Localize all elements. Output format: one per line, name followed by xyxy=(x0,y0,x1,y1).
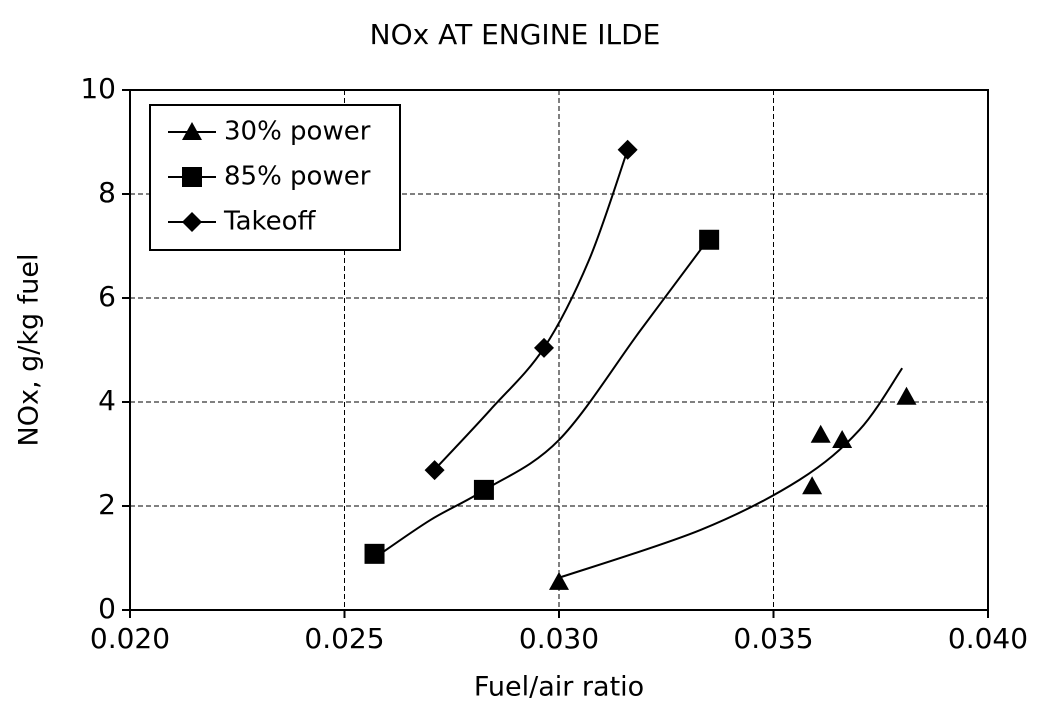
y-tick-label: 6 xyxy=(98,280,116,313)
y-tick-label: 0 xyxy=(98,592,116,625)
x-tick-label: 0.040 xyxy=(948,622,1028,655)
marker xyxy=(896,386,917,405)
marker xyxy=(802,476,823,495)
fit-curve xyxy=(558,367,904,579)
y-tick-label: 10 xyxy=(80,72,116,105)
legend-marker xyxy=(182,167,202,187)
legend-label: 85% power xyxy=(224,162,371,192)
marker xyxy=(810,424,831,443)
x-tick-label: 0.030 xyxy=(519,622,599,655)
y-tick-label: 8 xyxy=(98,176,116,209)
marker xyxy=(617,139,638,160)
fit-curve xyxy=(373,237,710,559)
y-tick-label: 4 xyxy=(98,384,116,417)
marker xyxy=(473,479,494,500)
marker xyxy=(364,543,385,564)
x-axis-label: Fuel/air ratio xyxy=(474,672,644,703)
x-tick-label: 0.035 xyxy=(733,622,813,655)
legend-label: 30% power xyxy=(224,117,371,147)
y-axis-label: NOx, g/kg fuel xyxy=(14,254,45,447)
chart-title: NOx AT ENGINE ILDE xyxy=(370,18,661,51)
fit-curve xyxy=(433,149,629,471)
marker xyxy=(699,229,720,250)
marker xyxy=(533,337,554,358)
y-tick-label: 2 xyxy=(98,488,116,521)
legend-marker xyxy=(182,212,202,232)
legend-marker xyxy=(182,122,202,140)
plot-frame xyxy=(129,89,989,611)
marker xyxy=(549,571,569,590)
legend-label: Takeoff xyxy=(223,207,317,237)
x-tick-label: 0.025 xyxy=(304,622,384,655)
marker xyxy=(832,429,853,448)
marker xyxy=(424,460,445,481)
x-tick-label: 0.020 xyxy=(90,622,170,655)
